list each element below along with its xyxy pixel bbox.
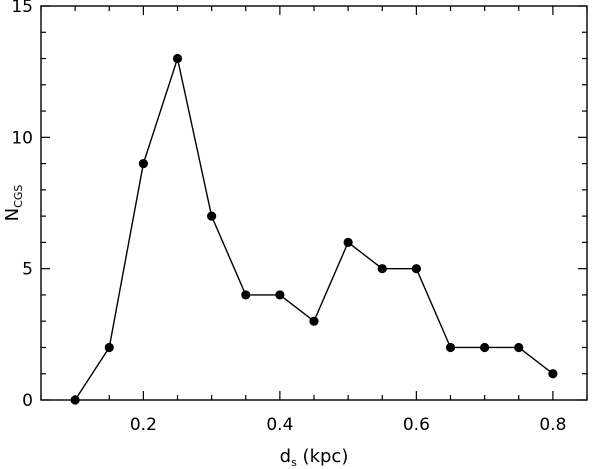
y-axis-label: NCGS [2,185,25,222]
data-point [138,159,148,169]
y-tick-label: 10 [11,128,33,148]
x-tick-label: 0.6 [403,415,430,435]
data-point [241,290,251,300]
data-point [377,264,387,274]
data-points [70,53,558,405]
x-tick-label: 0.4 [266,415,293,435]
data-point [172,53,183,64]
data-point [548,369,558,379]
y-tick-label: 0 [22,391,33,411]
y-tick-label: 15 [11,0,33,17]
data-point [514,342,524,353]
data-point [309,316,319,326]
data-point [70,395,80,405]
major-ticks [41,5,587,401]
x-axis-label: ds (kpc) [280,446,349,469]
x-axis-label-main: d [280,446,291,467]
data-point [207,211,217,221]
data-point [104,342,114,353]
minor-ticks [40,6,588,400]
x-axis-label-sub: s [291,456,297,469]
y-axis-label-sub: CGS [12,185,25,208]
data-point [343,237,353,247]
y-axis-label-main: N [2,208,23,221]
x-tick-label: 0.2 [130,415,157,435]
x-axis-label-unit: (kpc) [297,446,349,467]
data-point [445,342,456,353]
tick-labels: 0.2 0.4 0.6 0.8 0 5 10 15 [11,0,566,435]
data-point [275,290,285,300]
data-point [480,342,490,353]
plot-frame [40,5,588,401]
data-point [411,264,421,274]
y-tick-label: 5 [22,260,33,280]
x-tick-label: 0.8 [539,415,566,435]
